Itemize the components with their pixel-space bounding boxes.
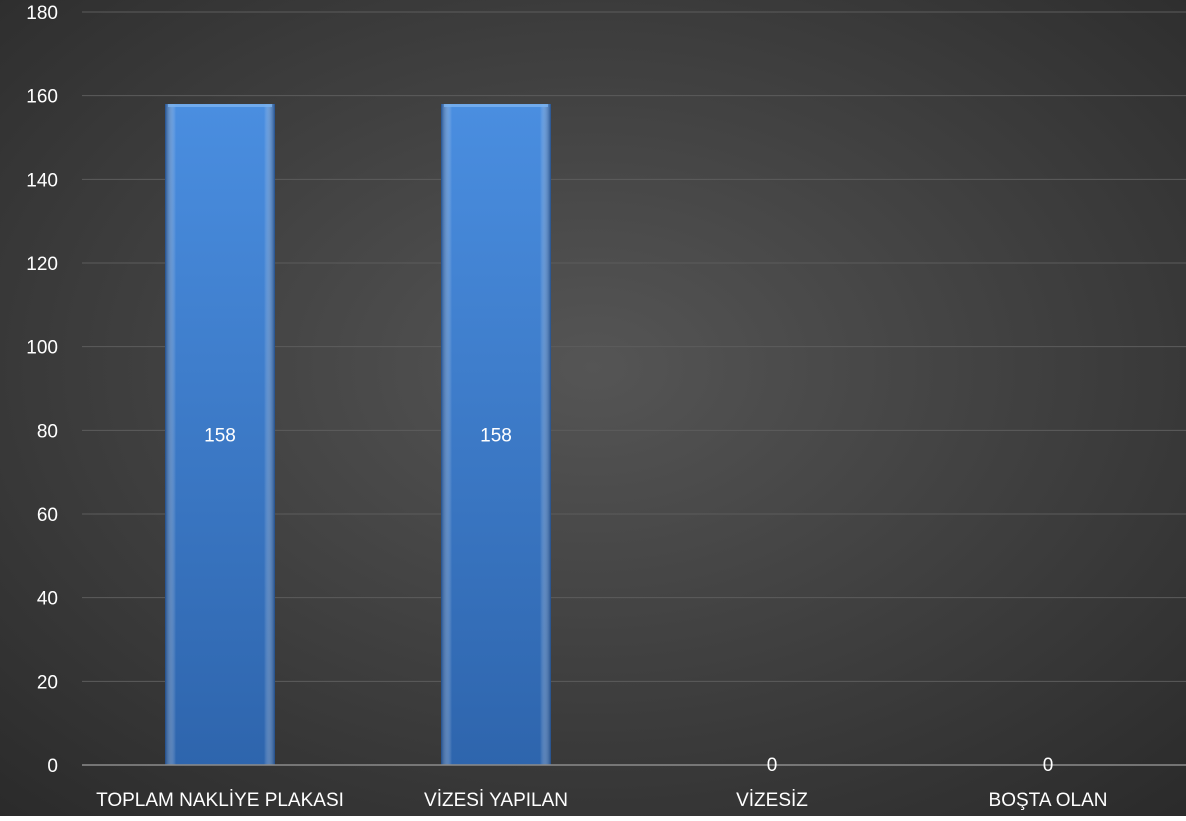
y-tick-label: 180 [26,3,58,24]
bar-top-highlight [444,104,548,108]
data-label: 0 [767,755,778,776]
y-tick-label: 120 [26,254,58,275]
y-tick-label: 140 [26,170,58,191]
bar-edge-shade [441,104,551,766]
labels: 0 20 40 60 80 100 120 140 160 180 158 TOPLAM NAKLİY… [26,3,1107,811]
y-tick-label: 100 [26,338,58,359]
y-tick-label: 40 [37,589,58,610]
x-tick-label: BOŞTA OLAN [989,790,1108,811]
x-tick-label: VİZESİZ [736,790,808,811]
bars [165,104,551,766]
data-label: 0 [1043,755,1054,776]
y-tick-label: 0 [47,756,58,777]
data-label: 158 [204,426,236,447]
y-tick-label: 20 [37,672,58,693]
y-tick-label: 80 [37,421,58,442]
y-tick-label: 160 [26,87,58,108]
bar-top-highlight [168,104,272,108]
y-tick-label: 60 [37,505,58,526]
data-label: 158 [480,426,512,447]
bar-edge-shade [165,104,275,766]
x-tick-label: TOPLAM NAKLİYE PLAKASI [96,790,344,811]
x-tick-label: VİZESİ YAPILAN [424,790,568,811]
